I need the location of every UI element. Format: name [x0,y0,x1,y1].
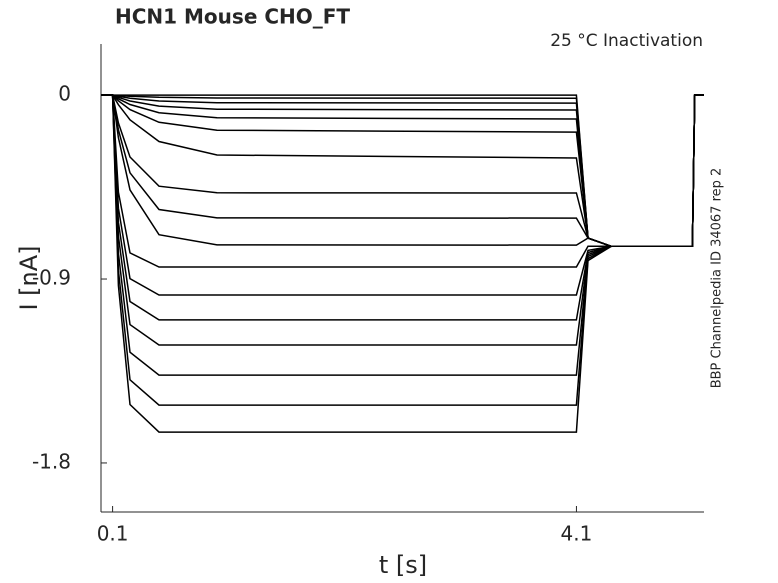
trace [101,94,704,268]
trace [101,94,704,296]
y-tick-label: -1.8 [32,449,71,473]
trace [101,94,704,406]
trace [101,94,704,248]
trace [101,94,704,433]
y-axis-label: I [nA] [15,245,43,310]
y-tick-label: 0 [58,82,71,106]
chart-title: HCN1 Mouse CHO_FT [115,5,350,29]
side-note: BBP Channelpedia ID 34067 rep 2 [710,168,725,389]
x-tick-label: 4.1 [561,522,593,546]
trace [101,94,704,346]
chart-subtitle: 25 °C Inactivation [550,31,703,51]
trace [101,94,704,321]
x-axis-label: t [s] [379,551,427,579]
x-tick-label: 0.1 [97,522,129,546]
trace [101,94,704,376]
y-tick-label: -0.9 [32,266,71,290]
